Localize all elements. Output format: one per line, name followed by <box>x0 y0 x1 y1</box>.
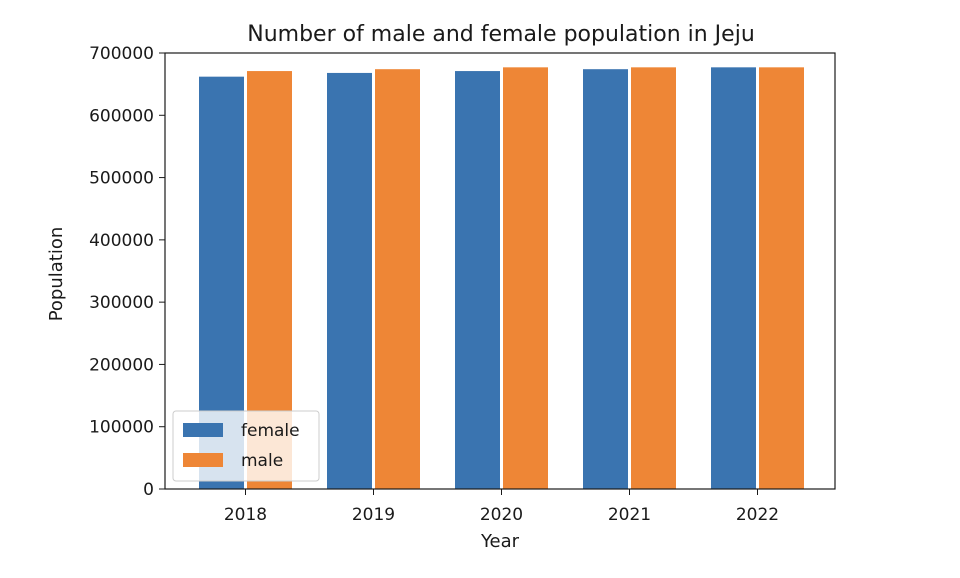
x-axis: 2018 2019 2020 2021 2022 <box>224 489 779 525</box>
legend-swatch-male <box>183 453 223 467</box>
plot-area <box>199 67 804 490</box>
y-axis: 0 100000 200000 300000 400000 500000 600000 700… <box>89 44 165 500</box>
plot-frame <box>164 52 836 490</box>
bar-female-2022 <box>711 67 756 489</box>
bar-female-2019 <box>327 72 372 489</box>
x-tick-label-2022: 2022 <box>736 505 779 525</box>
y-tick-label-200000: 200000 <box>89 355 154 375</box>
x-tick-label-2018: 2018 <box>224 505 267 525</box>
bar-female-2021 <box>583 69 628 490</box>
y-axis-label: Population <box>46 227 67 322</box>
x-tick-label-2019: 2019 <box>352 505 395 525</box>
x-tick-label-2021: 2021 <box>608 505 651 525</box>
y-tick-label-300000: 300000 <box>89 293 154 313</box>
y-tick-label-500000: 500000 <box>89 169 154 189</box>
legend-label-male: male <box>241 451 283 471</box>
legend-label-female: female <box>241 421 300 441</box>
bar-female-2020 <box>455 71 500 489</box>
legend-swatch-female <box>183 423 223 437</box>
y-tick-label-400000: 400000 <box>89 231 154 251</box>
bar-male-2020 <box>503 67 548 489</box>
y-tick-label-0: 0 <box>143 480 154 500</box>
y-tick-label-100000: 100000 <box>89 418 154 438</box>
bar-male-2019 <box>375 69 420 490</box>
chart-title: Number of male and female population in … <box>247 22 755 47</box>
bar-male-2022 <box>759 67 804 489</box>
x-tick-label-2020: 2020 <box>480 505 523 525</box>
x-axis-label: Year <box>480 531 520 552</box>
bar-male-2021 <box>631 67 676 489</box>
y-tick-label-700000: 700000 <box>89 44 154 64</box>
y-tick-label-600000: 600000 <box>89 106 154 126</box>
legend: female male <box>172 410 320 482</box>
